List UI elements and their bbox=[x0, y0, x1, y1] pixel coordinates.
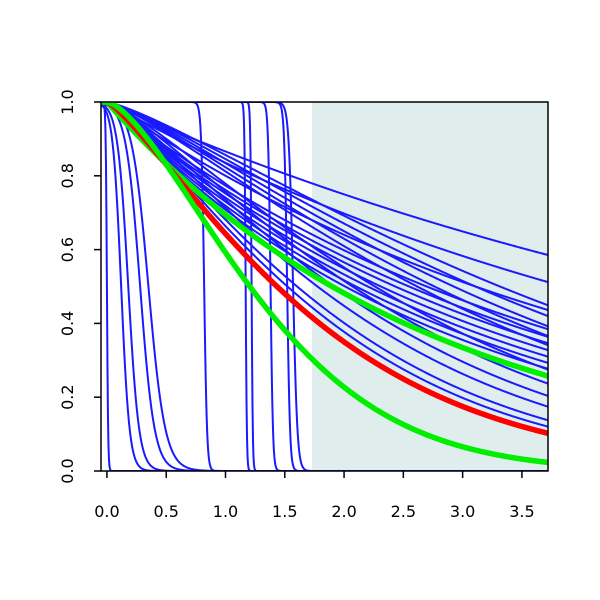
x-tick-label-3: 1.5 bbox=[272, 502, 297, 521]
series-layer bbox=[101, 102, 548, 471]
y-tick-label-5: 1.0 bbox=[58, 89, 77, 114]
y-tick-label-4: 0.8 bbox=[58, 163, 77, 188]
series-line-25 bbox=[101, 102, 548, 337]
series-line-26 bbox=[101, 102, 548, 347]
series-line-35 bbox=[101, 102, 548, 466]
x-tick-label-4: 2.0 bbox=[331, 502, 356, 521]
axes-layer: 0.0 0.5 1.0 1.5 2.0 2.5 3.0 3.5 0.0 0.2 0.4 0.6 0.8 1… bbox=[58, 89, 549, 521]
series-line-24 bbox=[101, 102, 548, 328]
series-line-27 bbox=[101, 102, 548, 371]
series-line-4 bbox=[101, 102, 548, 471]
x-tick-label-2: 1.0 bbox=[213, 502, 238, 521]
series-line-5 bbox=[101, 102, 548, 471]
series-line-23 bbox=[101, 102, 548, 318]
x-tick-label-0: 0.0 bbox=[94, 502, 119, 521]
plot-box bbox=[100, 101, 549, 472]
y-tick-label-1: 0.2 bbox=[58, 384, 77, 409]
series-line-22 bbox=[101, 102, 548, 307]
series-line-30 bbox=[101, 102, 548, 408]
y-tick-label-3: 0.6 bbox=[58, 237, 77, 262]
series-line-17 bbox=[101, 102, 548, 345]
y-tick-label-0: 0.0 bbox=[58, 458, 77, 483]
series-line-31 bbox=[101, 102, 548, 422]
y-tick-label-2: 0.4 bbox=[58, 311, 77, 336]
x-tick-label-5: 2.5 bbox=[391, 502, 416, 521]
x-tick-label-1: 0.5 bbox=[153, 502, 178, 521]
x-tick-label-7: 3.5 bbox=[509, 502, 534, 521]
x-tick-label-6: 3.0 bbox=[450, 502, 475, 521]
series-line-19 bbox=[101, 102, 548, 358]
